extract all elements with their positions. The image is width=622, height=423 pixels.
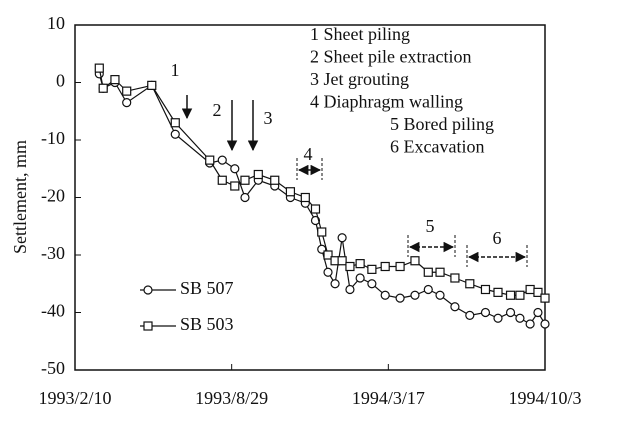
y-axis-label: Settlement, mm [10, 140, 30, 254]
phase-legend: 1 Sheet piling [310, 24, 410, 44]
point [450, 273, 460, 283]
phase-marker-label: 3 [264, 108, 273, 128]
point [435, 267, 445, 277]
point [355, 259, 365, 269]
x-tick-label: 1993/2/10 [38, 388, 111, 408]
point [450, 302, 460, 312]
point [423, 284, 433, 295]
point [480, 307, 491, 318]
point [540, 293, 550, 303]
y-tick-label: 10 [47, 13, 65, 33]
point [367, 279, 377, 289]
x-tick-label: 1994/3/17 [352, 388, 425, 408]
point [337, 256, 347, 266]
point [122, 86, 132, 96]
point [98, 83, 108, 93]
point [525, 284, 535, 295]
y-tick-label: -50 [41, 358, 65, 378]
point [323, 267, 333, 277]
point [533, 307, 543, 318]
point [317, 227, 327, 237]
point [493, 287, 503, 297]
point [170, 129, 180, 139]
point [505, 290, 516, 300]
point [110, 75, 120, 85]
y-tick-label: -20 [41, 186, 65, 206]
phase-marker-label: 2 [213, 100, 222, 120]
point [423, 267, 433, 277]
point [240, 175, 250, 185]
phase-legend: 5 Bored piling [390, 114, 494, 134]
point [533, 287, 543, 297]
point [410, 256, 420, 266]
x-tick-label: 1993/8/29 [195, 388, 268, 408]
point [205, 155, 215, 165]
point [217, 175, 227, 185]
phase-marker-label: 4 [304, 144, 313, 164]
point [230, 164, 240, 174]
point [465, 310, 475, 320]
x-tick-label: 1994/10/3 [508, 388, 581, 408]
point [505, 307, 516, 318]
legend-label: SB 507 [180, 278, 234, 298]
point [435, 290, 445, 300]
point [515, 290, 525, 300]
phase-marker-label: 5 [426, 216, 435, 236]
point [253, 169, 263, 180]
point [310, 204, 321, 214]
y-tick-label: -30 [41, 243, 65, 263]
point [480, 284, 491, 295]
point [465, 279, 475, 289]
point [515, 313, 525, 323]
point [355, 273, 365, 283]
point [170, 118, 180, 128]
y-tick-label: 0 [56, 71, 65, 91]
point [330, 279, 340, 289]
point [122, 98, 132, 108]
point [380, 261, 390, 272]
point [345, 284, 355, 295]
point [300, 192, 310, 203]
point [525, 319, 535, 329]
point [94, 63, 104, 73]
y-tick-label: -40 [41, 301, 65, 321]
phase-marker-label: 1 [171, 60, 180, 80]
point [337, 233, 347, 243]
point [410, 290, 420, 300]
point [345, 261, 355, 272]
point [395, 261, 405, 272]
phase-legend: 4 Diaphragm walling [310, 92, 463, 112]
y-tick-label: -10 [41, 128, 65, 148]
legend-marker [143, 321, 153, 331]
legend-label: SB 503 [180, 314, 234, 334]
point [270, 175, 280, 185]
legend-marker [143, 285, 153, 295]
point [230, 181, 240, 191]
point [395, 293, 405, 303]
point [285, 187, 296, 197]
point [493, 313, 503, 323]
point [367, 264, 377, 274]
phase-legend: 3 Jet grouting [310, 69, 409, 89]
point [323, 250, 333, 260]
phase-legend: 6 Excavation [390, 137, 484, 157]
phase-marker-label: 6 [493, 228, 502, 248]
point [217, 155, 227, 165]
point [147, 80, 157, 90]
phase-legend: 2 Sheet pile extraction [310, 47, 471, 67]
point [380, 290, 390, 300]
point [240, 192, 250, 203]
point [540, 319, 550, 329]
